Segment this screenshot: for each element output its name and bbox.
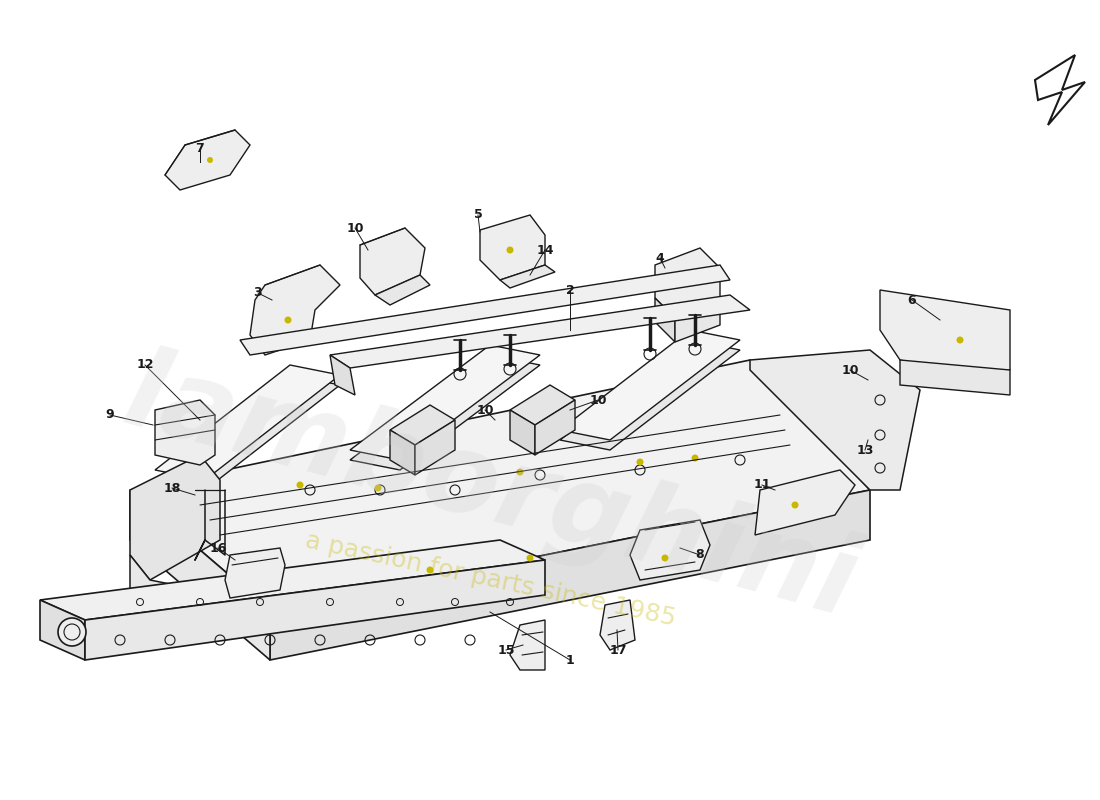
Text: 10: 10 — [346, 222, 364, 234]
Text: 6: 6 — [908, 294, 916, 306]
Circle shape — [661, 554, 669, 562]
Polygon shape — [155, 365, 340, 480]
Text: 2: 2 — [565, 283, 574, 297]
Text: 12: 12 — [136, 358, 154, 371]
Text: 13: 13 — [856, 443, 873, 457]
Text: 17: 17 — [609, 643, 627, 657]
Polygon shape — [510, 385, 575, 425]
Polygon shape — [755, 470, 855, 535]
Polygon shape — [510, 620, 544, 670]
Polygon shape — [165, 130, 250, 190]
Text: lamborghini: lamborghini — [112, 340, 868, 640]
Polygon shape — [155, 375, 340, 490]
Circle shape — [637, 458, 644, 466]
Text: 10: 10 — [842, 363, 859, 377]
Circle shape — [527, 554, 534, 562]
Polygon shape — [350, 345, 540, 460]
Polygon shape — [85, 560, 544, 660]
Text: 16: 16 — [209, 542, 227, 554]
Text: 8: 8 — [695, 549, 704, 562]
Text: 18: 18 — [163, 482, 180, 494]
Polygon shape — [130, 555, 200, 610]
Polygon shape — [630, 520, 710, 580]
Circle shape — [506, 246, 514, 254]
Text: 15: 15 — [497, 643, 515, 657]
Circle shape — [681, 278, 688, 286]
Text: 4: 4 — [656, 251, 664, 265]
Polygon shape — [330, 355, 355, 395]
Circle shape — [297, 482, 304, 489]
Polygon shape — [415, 420, 455, 475]
Text: 9: 9 — [106, 409, 114, 422]
Polygon shape — [500, 265, 556, 288]
Polygon shape — [390, 405, 455, 445]
Text: 5: 5 — [474, 209, 483, 222]
Polygon shape — [350, 355, 540, 470]
Polygon shape — [880, 290, 1010, 370]
Polygon shape — [270, 490, 870, 660]
Text: 10: 10 — [590, 394, 607, 406]
Polygon shape — [480, 215, 544, 280]
Circle shape — [58, 618, 86, 646]
Polygon shape — [560, 330, 740, 440]
Polygon shape — [535, 400, 575, 455]
Polygon shape — [330, 295, 750, 368]
Polygon shape — [900, 360, 1010, 395]
Circle shape — [374, 485, 382, 491]
Text: 14: 14 — [537, 243, 553, 257]
Polygon shape — [600, 600, 635, 650]
Polygon shape — [510, 410, 535, 455]
Polygon shape — [155, 400, 214, 465]
Circle shape — [427, 566, 433, 574]
Polygon shape — [226, 548, 285, 598]
Polygon shape — [654, 298, 675, 342]
Polygon shape — [240, 265, 730, 355]
Circle shape — [692, 454, 698, 462]
Text: 3: 3 — [254, 286, 262, 299]
Polygon shape — [250, 265, 340, 355]
Polygon shape — [40, 540, 544, 620]
Polygon shape — [360, 228, 425, 295]
Polygon shape — [560, 340, 740, 450]
Circle shape — [207, 157, 213, 163]
Polygon shape — [654, 248, 720, 318]
Circle shape — [792, 502, 799, 509]
Polygon shape — [390, 430, 415, 475]
Polygon shape — [675, 300, 720, 342]
Polygon shape — [40, 600, 85, 660]
Polygon shape — [130, 490, 270, 660]
Polygon shape — [750, 350, 920, 490]
Text: 1: 1 — [565, 654, 574, 666]
Circle shape — [285, 317, 292, 323]
Polygon shape — [130, 360, 870, 610]
Text: a passion for parts since 1985: a passion for parts since 1985 — [302, 529, 678, 631]
Polygon shape — [375, 275, 430, 305]
Text: 7: 7 — [196, 142, 205, 154]
Polygon shape — [130, 455, 220, 580]
Circle shape — [517, 469, 524, 475]
Text: 11: 11 — [754, 478, 771, 491]
Text: 10: 10 — [476, 403, 494, 417]
Circle shape — [957, 337, 964, 343]
